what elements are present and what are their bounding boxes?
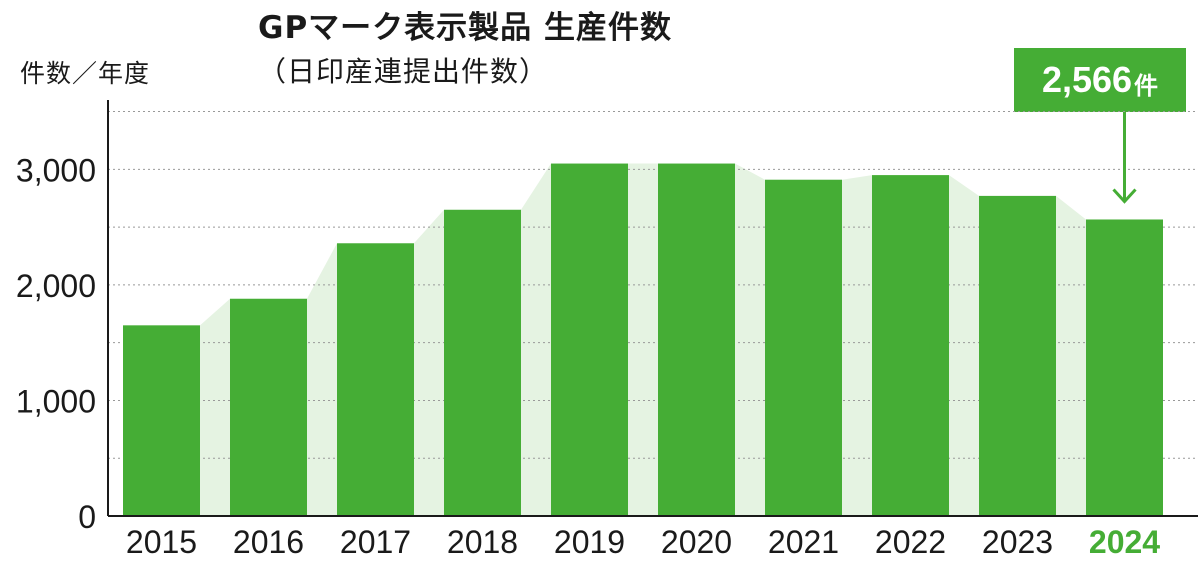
bar-2019 [551,163,628,517]
bar-2022 [872,175,949,516]
bar-2015 [123,325,200,516]
x-tick-label: 2015 [126,524,197,560]
callout-arrow-head [1112,188,1137,204]
x-tick-label: 2022 [875,524,946,560]
x-tick-label: 2024 [1089,524,1160,560]
x-tick-label: 2017 [340,524,411,560]
y-axis-label: 件数／年度 [20,59,151,88]
chart-title: GPマーク表示製品 生産件数 [258,10,672,46]
x-tick-label: 2019 [554,524,625,560]
y-tick-label: 3,000 [16,152,96,188]
bar-2024 [1086,219,1163,517]
x-tick-label: 2020 [661,524,732,560]
y-tick-label: 0 [78,499,96,535]
bar-2017 [337,243,414,517]
y-tick-label: 2,000 [16,268,96,304]
bar-2020 [658,163,735,517]
y-tick-label: 1,000 [16,383,96,419]
highlight-callout: 2,566 件 [1014,48,1186,112]
bar-2018 [444,209,521,516]
bar-2021 [765,179,842,516]
x-tick-label: 2023 [982,524,1053,560]
bar-2023 [979,195,1056,516]
x-tick-label: 2018 [447,524,518,560]
x-tick-label: 2016 [233,524,304,560]
x-tick-label: 2021 [768,524,839,560]
chart-subtitle: （日印産連提出件数） [258,55,549,88]
callout-unit: 件 [1134,71,1159,100]
bar-2016 [230,298,307,516]
callout-value: 2,566 [1041,59,1133,100]
